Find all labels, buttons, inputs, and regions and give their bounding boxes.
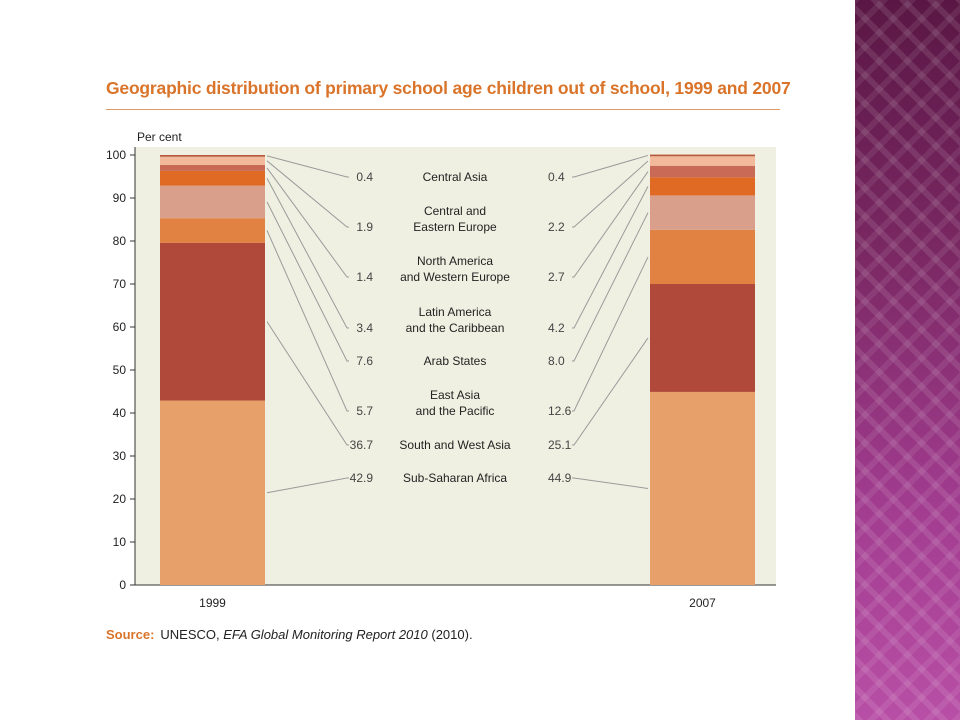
y-tick-label: 10: [113, 535, 127, 549]
value-label-1999: 7.6: [356, 354, 373, 368]
leader-line-1999: [266, 155, 349, 178]
value-label-2007: 0.4: [548, 170, 565, 184]
bar-segment: [650, 284, 755, 392]
bar-segment: [160, 185, 265, 219]
bar-segment: [650, 177, 755, 196]
y-tick-label: 20: [113, 492, 127, 506]
value-label-2007: 2.2: [548, 220, 565, 234]
leader-line-2007: [572, 186, 649, 329]
leader-line-2007: [572, 171, 649, 278]
source-report-title: EFA Global Monitoring Report 2010: [223, 627, 428, 642]
series-name-label: Eastern Europe: [413, 220, 497, 234]
series-name-label: Latin America: [419, 305, 492, 319]
bar-segment: [160, 242, 265, 401]
series-name-label: and the Pacific: [416, 404, 495, 418]
source-suffix: (2010).: [427, 627, 473, 642]
value-label-1999: 5.7: [356, 404, 373, 418]
y-axis-label: Per cent: [137, 130, 182, 144]
y-tick-label: 90: [113, 191, 127, 205]
bar-segment: [160, 170, 265, 186]
bar-segment: [160, 155, 265, 157]
bar-segment: [160, 400, 265, 585]
leader-line-2007: [572, 212, 649, 362]
series-name-label: and the Caribbean: [406, 321, 505, 335]
title-divider: [106, 109, 780, 110]
value-label-1999: 3.4: [356, 321, 373, 335]
series-name-label: Central Asia: [423, 170, 488, 184]
leader-line-1999: [266, 230, 349, 412]
value-label-1999: 36.7: [350, 438, 374, 452]
bar-segment: [650, 391, 755, 585]
series-name-label: North America: [417, 254, 493, 268]
series-name-label: South and West Asia: [399, 438, 511, 452]
bar-segment: [650, 165, 755, 178]
y-tick-label: 60: [113, 320, 127, 334]
y-tick-label: 40: [113, 406, 127, 420]
value-label-2007: 44.9: [548, 471, 572, 485]
leader-line-1999: [266, 177, 349, 329]
bar-segment: [160, 218, 265, 243]
series-name-label: Sub-Saharan Africa: [403, 471, 507, 485]
leader-line-2007: [572, 256, 649, 412]
value-label-1999: 1.4: [356, 270, 373, 284]
value-label-2007: 12.6: [548, 404, 572, 418]
value-label-1999: 0.4: [356, 170, 373, 184]
bar-segment: [650, 229, 755, 284]
leader-line-2007: [572, 154, 649, 178]
value-label-2007: 4.2: [548, 321, 565, 335]
bar-segment: [160, 156, 265, 165]
value-label-2007: 2.7: [548, 270, 565, 284]
leader-line-2007: [572, 160, 649, 228]
leader-line-2007: [572, 477, 649, 489]
source-prefix: UNESCO,: [160, 627, 224, 642]
source-label: Source:: [106, 627, 155, 642]
decorative-side-panel: [855, 0, 960, 720]
y-tick-label: 0: [119, 578, 126, 592]
leader-line-1999: [266, 321, 349, 446]
series-name-label: Arab States: [424, 354, 487, 368]
y-tick-label: 50: [113, 363, 127, 377]
leader-line-1999: [266, 201, 349, 362]
bar-segment: [650, 195, 755, 230]
leader-line-1999: [266, 167, 349, 278]
series-name-label: and Western Europe: [400, 270, 510, 284]
series-name-label: East Asia: [430, 388, 480, 402]
y-tick-label: 30: [113, 449, 127, 463]
leader-line-1999: [266, 160, 349, 228]
y-tick-label: 70: [113, 277, 127, 291]
value-label-2007: 25.1: [548, 438, 572, 452]
x-category-label: 1999: [199, 596, 226, 610]
series-name-label: Central and: [424, 204, 486, 218]
x-category-label: 2007: [689, 596, 716, 610]
bar-segment: [160, 164, 265, 171]
bar-segment: [650, 156, 755, 166]
leader-line-2007: [572, 337, 649, 446]
y-tick-label: 80: [113, 234, 127, 248]
chart-title: Geographic distribution of primary schoo…: [106, 78, 791, 98]
bar-segment: [650, 154, 755, 157]
value-label-1999: 1.9: [356, 220, 373, 234]
leader-line-1999: [266, 477, 349, 494]
value-label-1999: 42.9: [350, 471, 374, 485]
source-note: Source: UNESCO, EFA Global Monitoring Rep…: [106, 627, 473, 642]
value-label-2007: 8.0: [548, 354, 565, 368]
y-tick-label: 100: [106, 148, 126, 162]
